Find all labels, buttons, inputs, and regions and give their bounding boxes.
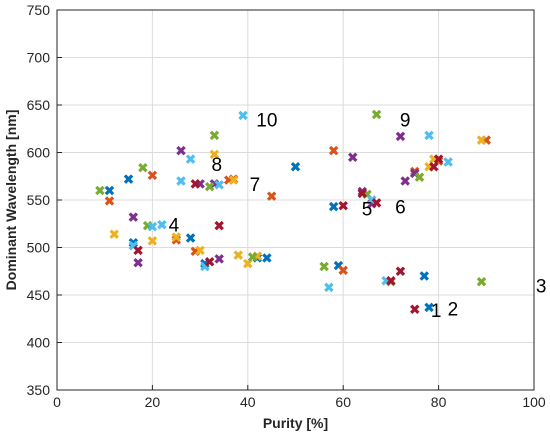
data-point-x-marker [419,271,430,281]
data-point-x-marker [328,201,339,212]
annotation-label: 2 [448,299,459,320]
data-point-x-marker [424,302,434,313]
data-point-x-marker [290,162,301,172]
data-point-x-marker [109,229,119,239]
y-tick-label: 400 [27,335,51,351]
y-axis-label: Dominant Wavelength [nm] [3,110,19,291]
data-point-x-marker [195,245,205,256]
x-tick-label: 60 [335,394,351,410]
data-point-x-marker [386,276,396,286]
annotation-label: 3 [536,277,547,298]
data-point-x-marker [262,253,272,263]
y-tick-label: 600 [27,145,51,161]
data-point-x-marker [319,261,329,272]
data-point-x-marker [357,188,368,199]
grid-lines [56,9,535,391]
data-point-x-marker [147,236,158,246]
data-point-x-marker [371,198,382,208]
annotation-label: 1 [431,301,442,322]
data-point-x-marker [324,282,334,293]
data-point-x-marker [190,179,201,189]
annotation-label: 9 [400,110,411,131]
data-point-x-marker [214,180,224,190]
data-point-x-marker [133,257,143,268]
data-point-x-marker [95,185,105,196]
data-point-x-marker [433,154,444,164]
data-point-x-marker [476,135,487,145]
data-point-x-marker [429,162,439,172]
data-point-x-marker [328,145,339,156]
annotation-label: 10 [256,110,277,131]
y-tick-label: 500 [27,240,51,256]
data-point-x-marker [204,181,215,192]
data-point-x-marker [157,219,167,230]
data-point-x-marker [338,200,348,211]
data-point-x-marker [133,245,143,256]
annotation-label: 7 [250,175,261,196]
data-point-x-marker [138,162,148,173]
data-point-x-marker [147,170,158,181]
annotation-label: 4 [169,216,180,237]
data-point-x-marker [371,109,382,120]
annotation-label: 6 [395,198,406,219]
data-point-x-marker [214,220,224,231]
data-point-x-marker [147,221,158,232]
data-point-x-marker [424,130,434,141]
annotation-label: 5 [362,200,373,221]
data-point-x-marker [348,152,358,162]
axis-ticks: 0 20 40 60 80 100 350 400 450 500 550 600 650 700 750 [27,2,546,410]
data-point-x-marker [123,174,134,184]
data-markers [95,109,492,314]
data-point-x-marker [204,257,215,267]
data-point-x-marker [247,252,258,262]
data-point-x-marker [395,131,406,142]
x-tick-label: 0 [53,394,61,410]
data-point-x-marker [228,175,239,185]
data-point-x-marker [185,154,196,164]
y-tick-label: 750 [27,2,51,18]
data-point-x-marker [214,254,224,264]
data-point-x-marker [104,185,115,196]
y-tick-label: 700 [27,50,51,66]
x-tick-label: 40 [240,394,256,410]
data-point-x-marker [104,196,115,206]
x-tick-label: 80 [431,394,447,410]
y-tick-label: 450 [27,287,51,303]
data-point-x-marker [410,304,420,314]
x-tick-label: 20 [145,394,161,410]
data-point-x-marker [128,212,139,222]
annotation-label: 8 [212,155,223,176]
data-point-x-marker [476,276,487,287]
data-point-x-marker [209,130,220,141]
data-point-x-marker [400,176,410,186]
data-point-x-marker [185,233,196,243]
data-point-x-marker [414,172,425,182]
data-point-x-marker [238,110,248,121]
data-point-x-marker [395,266,406,276]
x-axis-label: Purity [%] [263,415,328,431]
y-tick-label: 650 [27,97,51,113]
data-point-x-marker [443,157,453,167]
data-point-x-marker [266,191,277,201]
data-point-x-marker [338,265,348,276]
y-tick-label: 350 [27,382,51,398]
data-point-x-marker [209,149,220,160]
x-tick-label: 100 [522,394,546,410]
data-point-x-marker [171,232,181,242]
y-tick-label: 550 [27,192,51,208]
data-point-x-marker [233,250,243,260]
data-point-x-marker [176,145,186,156]
point-annotations: 1 2 3 4 5 6 7 8 9 10 [169,110,547,322]
data-point-x-marker [176,176,186,186]
